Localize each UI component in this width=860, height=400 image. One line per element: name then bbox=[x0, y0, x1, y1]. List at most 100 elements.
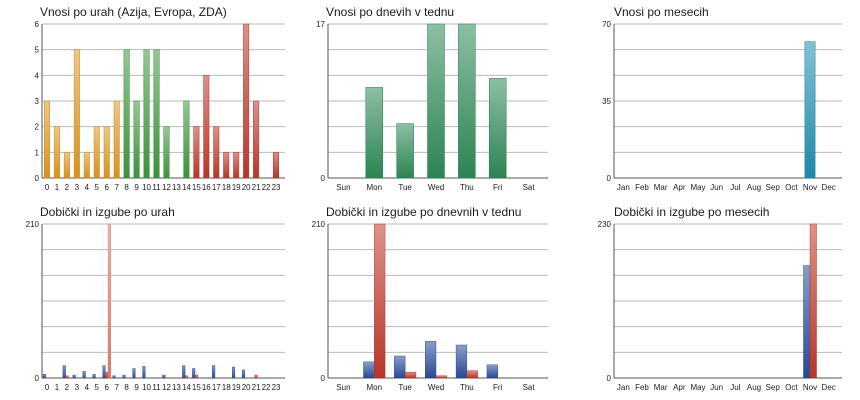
x-tick-label: Jan bbox=[617, 183, 630, 192]
bar bbox=[804, 41, 816, 179]
x-tick-label: 12 bbox=[162, 183, 171, 192]
x-tick-label: Dec bbox=[822, 383, 836, 392]
bar bbox=[93, 126, 100, 179]
y-tick-label: 0 bbox=[321, 374, 326, 383]
bar bbox=[73, 49, 80, 179]
x-tick-label: 7 bbox=[114, 383, 119, 392]
bar bbox=[72, 374, 76, 379]
y-tick-label: 4 bbox=[35, 71, 40, 80]
chart-title: Vnosi po mesecih bbox=[614, 5, 709, 19]
bar bbox=[427, 23, 445, 179]
x-tick-label: 4 bbox=[85, 383, 90, 392]
y-tick-label: 70 bbox=[602, 20, 611, 29]
x-tick-label: 14 bbox=[182, 383, 191, 392]
x-tick-label: Feb bbox=[635, 383, 649, 392]
x-tick-label: Mar bbox=[654, 183, 668, 192]
x-tick-label: Thu bbox=[460, 183, 474, 192]
x-tick-label: Mon bbox=[367, 383, 383, 392]
x-tick-label: 8 bbox=[124, 183, 129, 192]
x-tick-label: May bbox=[690, 383, 705, 392]
bar bbox=[435, 375, 448, 379]
x-tick-label: Sep bbox=[766, 183, 781, 192]
bar bbox=[192, 368, 196, 379]
x-tick-label: Wed bbox=[428, 183, 444, 192]
y-tick-label: 2 bbox=[35, 123, 40, 132]
x-tick-label: 6 bbox=[105, 383, 110, 392]
x-tick-label: Sat bbox=[523, 183, 536, 192]
bar bbox=[102, 365, 106, 379]
y-tick-label: 210 bbox=[312, 220, 326, 229]
y-tick-label: 0 bbox=[607, 174, 612, 183]
x-tick-label: 5 bbox=[95, 383, 100, 392]
x-tick-label: 13 bbox=[172, 383, 181, 392]
chart-title: Dobički in izgube po mesecih bbox=[614, 205, 770, 219]
y-tick-label: 6 bbox=[35, 20, 40, 29]
x-tick-label: 2 bbox=[65, 183, 70, 192]
y-tick-label: 230 bbox=[598, 220, 612, 229]
bar bbox=[83, 152, 90, 179]
x-tick-label: Sat bbox=[523, 383, 536, 392]
x-tick-label: Wed bbox=[428, 383, 444, 392]
x-tick-label: Aug bbox=[747, 183, 761, 192]
bar bbox=[466, 370, 478, 379]
x-tick-label: Apr bbox=[673, 183, 686, 192]
bar bbox=[223, 152, 230, 179]
bar bbox=[142, 366, 146, 379]
x-tick-label: Aug bbox=[747, 383, 761, 392]
x-tick-label: 15 bbox=[192, 183, 201, 192]
bar bbox=[105, 371, 109, 379]
bar bbox=[396, 123, 414, 179]
bar bbox=[273, 152, 280, 179]
bar bbox=[404, 371, 417, 379]
x-tick-label: 19 bbox=[232, 183, 241, 192]
bar bbox=[153, 49, 160, 179]
chart-svg: 0 230 Jan Feb Mar Apr May Jun Jul Aug Sep Oct Nov Dec bbox=[598, 220, 842, 392]
x-tick-label: 18 bbox=[222, 383, 231, 392]
x-tick-label: 10 bbox=[142, 183, 151, 192]
x-tick-label: Oct bbox=[785, 183, 798, 192]
x-tick-label: 16 bbox=[202, 383, 211, 392]
x-tick-label: 5 bbox=[95, 183, 100, 192]
bar bbox=[122, 374, 126, 379]
x-tick-label: 9 bbox=[134, 383, 139, 392]
x-tick-label: Tue bbox=[398, 383, 412, 392]
x-tick-label: 21 bbox=[252, 183, 261, 192]
x-tick-label: Mar bbox=[654, 383, 668, 392]
x-tick-label: 1 bbox=[55, 183, 60, 192]
bar bbox=[241, 369, 246, 379]
bar bbox=[193, 126, 200, 179]
bar bbox=[254, 374, 258, 379]
y-tick-label: 35 bbox=[602, 97, 611, 106]
chart-panel-entries-by-weekday: Vnosi po dnevih v tednu 0 17 Sun Mon Tue Wed T… bbox=[316, 5, 548, 195]
x-tick-label: 2 bbox=[65, 383, 70, 392]
x-tick-label: 1 bbox=[55, 383, 60, 392]
y-tick-label: 1 bbox=[35, 148, 40, 157]
bar bbox=[112, 375, 116, 379]
x-tick-label: Nov bbox=[803, 383, 817, 392]
bar bbox=[203, 75, 210, 179]
bar bbox=[233, 152, 240, 179]
x-tick-label: 21 bbox=[252, 383, 261, 392]
x-tick-label: 0 bbox=[45, 383, 50, 392]
bar bbox=[62, 365, 66, 379]
bar bbox=[394, 355, 406, 379]
bar bbox=[63, 152, 70, 179]
bar bbox=[82, 371, 86, 379]
chart-svg: 0 17 Sun Mon Tue Wed Thu Fri Sat bbox=[316, 20, 548, 192]
chart-panel-pnl-by-hour: Dobički in izgube po urah 0 210 0 1 2 3 4 5 6 7 8 9… bbox=[26, 205, 288, 397]
chart-panel-pnl-by-month: Dobički in izgube po mesecih 0 230 Jan Feb M… bbox=[598, 205, 847, 397]
x-tick-label: 23 bbox=[272, 183, 281, 192]
bar bbox=[132, 368, 136, 379]
x-tick-label: Nov bbox=[803, 183, 817, 192]
x-tick-label: 4 bbox=[85, 183, 90, 192]
bar bbox=[107, 223, 111, 379]
x-tick-label: 10 bbox=[142, 383, 151, 392]
y-tick-label: 0 bbox=[607, 374, 612, 383]
bar bbox=[213, 126, 220, 179]
x-tick-label: 9 bbox=[134, 183, 139, 192]
x-tick-label: 3 bbox=[75, 183, 80, 192]
x-tick-label: 18 bbox=[222, 183, 231, 192]
